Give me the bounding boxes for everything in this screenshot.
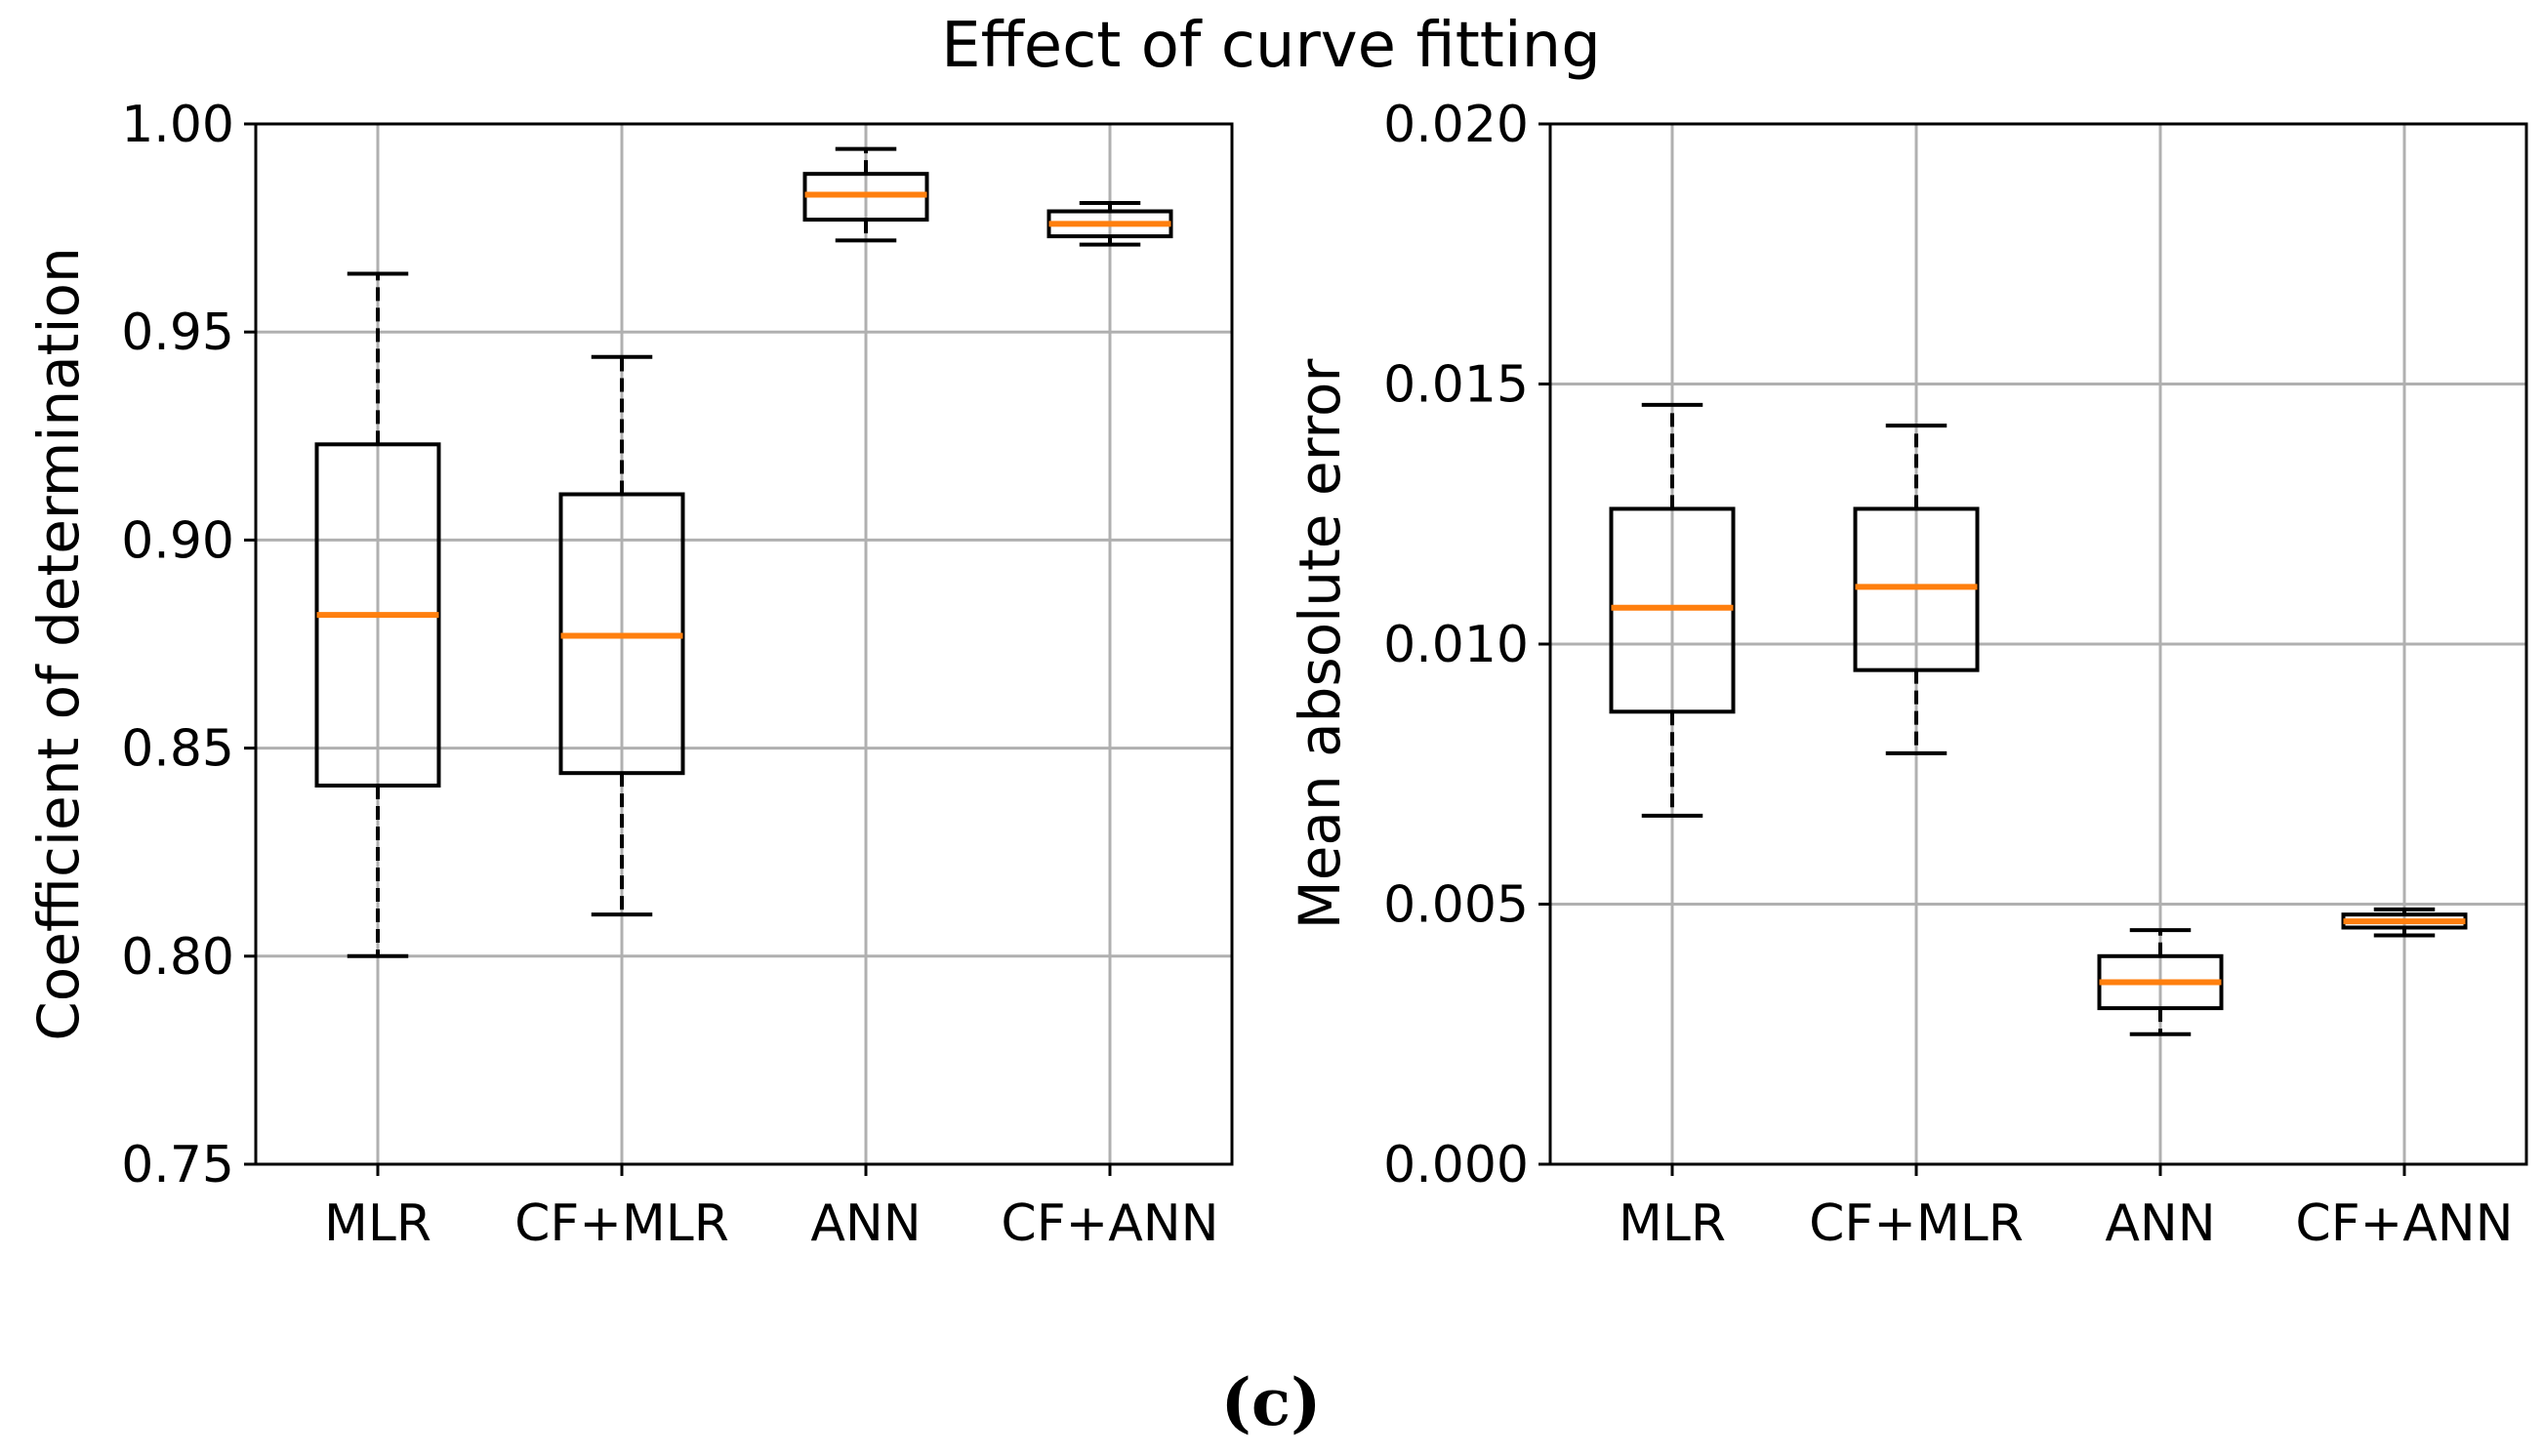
box-cf-mlr <box>558 354 685 917</box>
y-tick-label: 0.95 <box>121 303 234 362</box>
y-tick-label: 0.015 <box>1383 356 1529 415</box>
x-tick-label: ANN <box>2105 1194 2215 1253</box>
y-axis-label: Coefficient of determination <box>25 247 92 1040</box>
x-tick-label: CF+ANN <box>2295 1194 2513 1253</box>
y-tick-label: 0.005 <box>1383 876 1529 935</box>
r2-boxplot-panel: 0.75 0.80 0.85 0.90 0.95 1.00 MLR CF+MLR ANN CF+A… <box>25 96 1234 1253</box>
axes-frame <box>254 122 1234 1166</box>
x-tick-label: CF+MLR <box>514 1194 729 1253</box>
y-tick-label: 1.00 <box>121 96 234 154</box>
box-mlr <box>1609 402 1736 818</box>
x-tick-label: MLR <box>324 1194 431 1253</box>
y-axis-label: Mean absolute error <box>1287 359 1353 930</box>
x-tick-label: ANN <box>810 1194 921 1253</box>
x-tick-label: CF+ANN <box>1001 1194 1218 1253</box>
y-tick-label: 0.80 <box>121 928 234 987</box>
y-tick-label: 0.020 <box>1383 96 1529 154</box>
box-ann <box>2097 928 2224 1036</box>
x-tick-label: CF+MLR <box>1809 1194 2024 1253</box>
box-cf-ann <box>1046 201 1173 247</box>
figure-caption: (c) <box>1221 1364 1322 1440</box>
box-cf-ann <box>2341 907 2468 938</box>
box-mlr <box>314 271 441 958</box>
y-tick-label: 0.010 <box>1383 616 1529 674</box>
box-ann <box>802 146 929 243</box>
mae-boxplot-panel: 0.000 0.005 0.010 0.015 0.020 MLR CF+MLR ANN CF+… <box>1287 96 2528 1253</box>
y-tick-label: 0.75 <box>121 1136 234 1194</box>
y-tick-label: 0.90 <box>121 511 234 570</box>
box-cf-mlr <box>1853 424 1980 755</box>
y-tick-label: 0.000 <box>1383 1136 1529 1194</box>
y-tick-label: 0.85 <box>121 720 234 779</box>
figure-title: Effect of curve fitting <box>941 10 1601 82</box>
x-tick-label: MLR <box>1619 1194 1726 1253</box>
